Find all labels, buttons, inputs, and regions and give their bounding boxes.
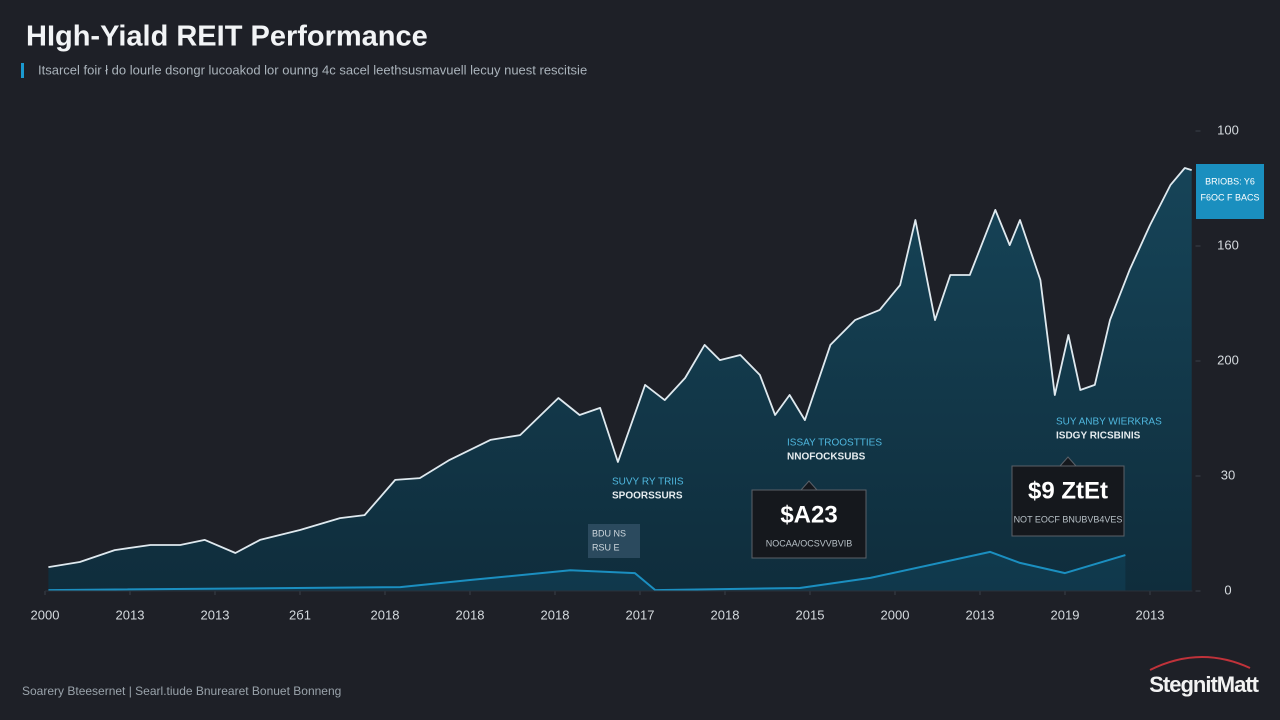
annotation-note: ISDGY RICSBINIS [1056, 431, 1141, 442]
annotation-title: $A23 [780, 501, 837, 528]
source-note: Soarery Bteesernet | Searl.tiude Bnurear… [22, 684, 341, 698]
annotation-title: $9 ZtEt [1028, 477, 1108, 504]
x-tick-label: 2018 [711, 607, 740, 622]
annotation-pointer [1059, 456, 1077, 467]
x-tick-label: 2018 [371, 607, 400, 622]
annotation-note: F6OC F BACS [1200, 192, 1259, 202]
annotation-title: BDU NS [592, 528, 626, 538]
subtitle-accent [21, 63, 24, 78]
annotation-box [1011, 465, 1125, 537]
x-tick-label: 2018 [456, 607, 485, 622]
annotation-note: SPOORSSURS [612, 491, 683, 502]
annotation-box [588, 524, 640, 558]
x-tick-label: 2013 [966, 607, 995, 622]
annotation-box [1196, 164, 1264, 219]
logo-arc [1149, 656, 1251, 671]
annotation-note: NNOFOCKSUBS [787, 452, 866, 463]
y-tick-label: 30 [1221, 467, 1235, 482]
x-tick-label: 2000 [31, 607, 60, 622]
x-tick-label: 2013 [201, 607, 230, 622]
x-tick-label: 2б1 [289, 607, 311, 622]
y-tick-label: 0 [1224, 582, 1231, 597]
area [48, 168, 1192, 591]
annotation-note: NOCAA/OCSVVBVIB [766, 538, 853, 548]
x-tick-label: 2019 [1051, 607, 1080, 622]
x-tick-label: 2013 [116, 607, 145, 622]
annotation-note: NOT EOCF BNUBVB4VES [1014, 514, 1123, 524]
y-tick-label: 100 [1217, 122, 1239, 137]
chart-subtitle: Itsarcel foir ł do lourle dsongr lucoako… [38, 62, 587, 77]
y-tick-label: 160 [1217, 237, 1239, 252]
x-tick-label: 2018 [541, 607, 570, 622]
logo: StegnitMatt [1149, 672, 1259, 697]
annotation-title: SUVY RY TRIIS [612, 477, 684, 488]
x-tick-label: 2017 [626, 607, 655, 622]
annotation-title: SUY ANBY WIERKRAS [1056, 417, 1162, 428]
line [48, 167, 1192, 568]
line [48, 550, 1126, 592]
annotation-note: RSU E [592, 542, 620, 552]
y-tick-label: 200 [1217, 352, 1239, 367]
annotation-pointer [800, 480, 818, 491]
annotation-box [751, 489, 867, 559]
x-tick-label: 2000 [881, 607, 910, 622]
annotation-title: ISSAY TROOSTTIES [787, 438, 882, 449]
x-tick-label: 2015 [796, 607, 825, 622]
annotation-title: BRIOBS: Y6 [1205, 176, 1255, 186]
x-tick-label: 2013 [1136, 607, 1165, 622]
chart-title: HIgh-Yiald REIT Performance [26, 21, 428, 53]
